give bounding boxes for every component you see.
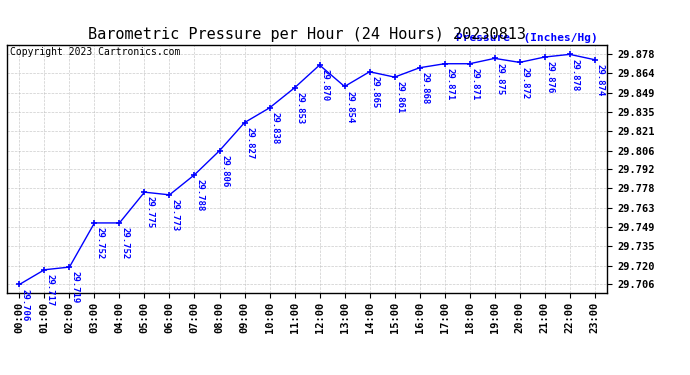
Text: Pressure  (Inches/Hg): Pressure (Inches/Hg) (457, 33, 598, 42)
Text: 29.752: 29.752 (121, 227, 130, 260)
Text: 29.870: 29.870 (321, 69, 330, 102)
Text: 29.872: 29.872 (521, 66, 530, 99)
Text: 29.717: 29.717 (46, 274, 55, 306)
Text: 29.752: 29.752 (95, 227, 104, 260)
Text: 29.853: 29.853 (295, 92, 304, 124)
Text: 29.838: 29.838 (270, 112, 279, 144)
Text: Copyright 2023 Cartronics.com: Copyright 2023 Cartronics.com (10, 48, 180, 57)
Text: 29.861: 29.861 (395, 81, 404, 114)
Text: 29.874: 29.874 (595, 64, 604, 96)
Title: Barometric Pressure per Hour (24 Hours) 20230813: Barometric Pressure per Hour (24 Hours) … (88, 27, 526, 42)
Text: 29.868: 29.868 (421, 72, 430, 104)
Text: 29.876: 29.876 (546, 61, 555, 93)
Text: 29.865: 29.865 (371, 76, 380, 108)
Text: 29.773: 29.773 (170, 199, 179, 231)
Text: 29.875: 29.875 (495, 63, 504, 95)
Text: 29.806: 29.806 (221, 155, 230, 187)
Text: 29.788: 29.788 (195, 179, 204, 211)
Text: 29.719: 29.719 (70, 271, 79, 303)
Text: 29.706: 29.706 (21, 289, 30, 321)
Text: 29.854: 29.854 (346, 91, 355, 123)
Text: 29.871: 29.871 (446, 68, 455, 100)
Text: 29.871: 29.871 (471, 68, 480, 100)
Text: 29.878: 29.878 (571, 58, 580, 91)
Text: 29.775: 29.775 (146, 196, 155, 229)
Text: 29.827: 29.827 (246, 127, 255, 159)
